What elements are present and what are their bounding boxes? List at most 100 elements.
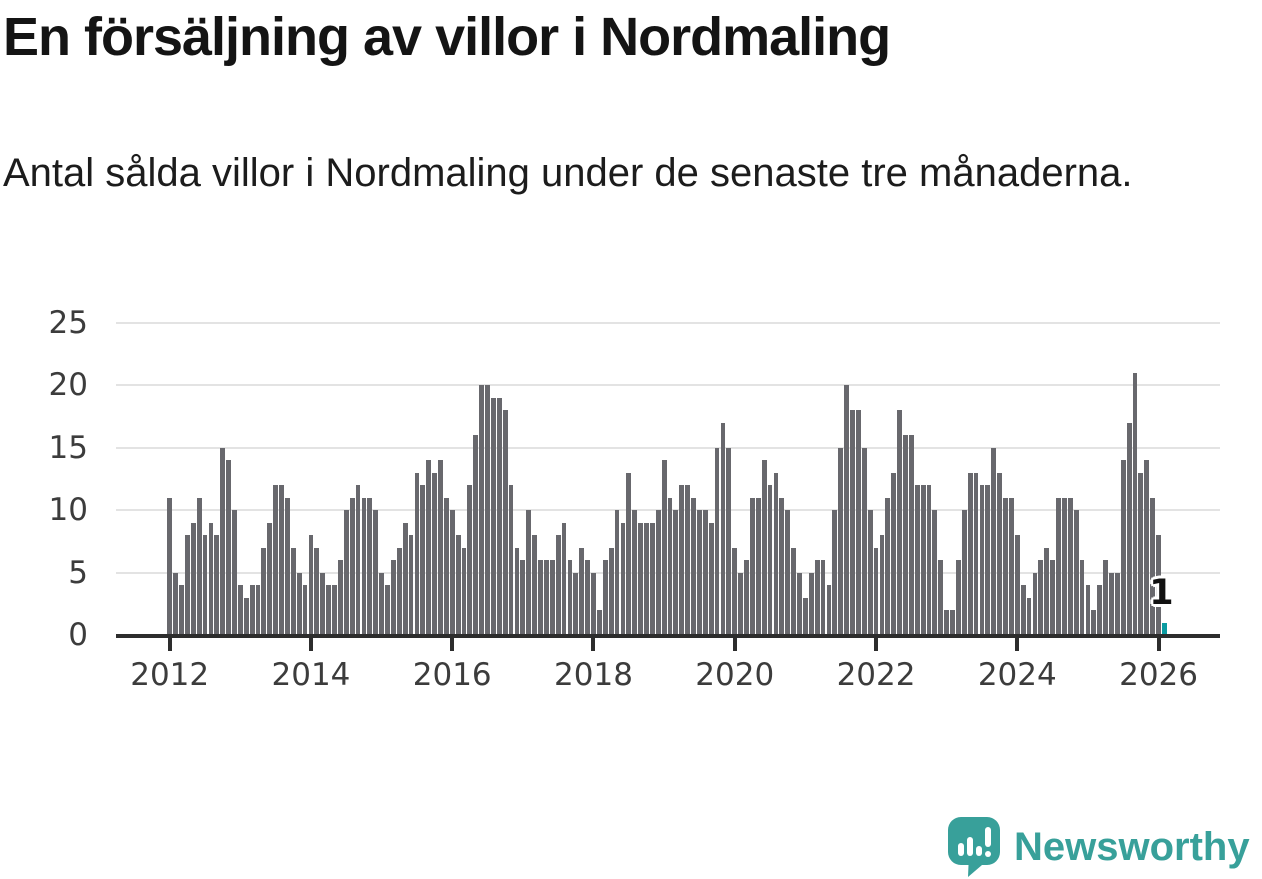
bar [479, 385, 485, 635]
chart-subtitle: Antal sålda villor i Nordmaling under de… [3, 151, 1133, 195]
bar [273, 485, 279, 635]
bar [538, 560, 543, 635]
bar [779, 497, 785, 635]
x-axis-tick-label: 2022 [836, 657, 916, 693]
bar [1044, 547, 1050, 635]
bar [491, 397, 496, 635]
x-axis-tick-label: 2024 [977, 657, 1057, 693]
bar [802, 597, 808, 635]
bar [449, 510, 455, 635]
bar [226, 460, 231, 635]
bar [232, 510, 237, 635]
newsworthy-logo-text: Newsworthy [1014, 824, 1250, 869]
x-axis-tick-label: 2020 [695, 657, 775, 693]
bar [785, 510, 791, 635]
bar [967, 472, 973, 635]
bar [1097, 585, 1103, 635]
bar [1056, 497, 1061, 635]
bar [179, 585, 184, 635]
bar [514, 547, 520, 635]
bar [750, 497, 755, 635]
newsworthy-logo: Newsworthy [948, 817, 1250, 877]
bar [726, 447, 732, 635]
bar [1038, 560, 1044, 635]
bar [532, 535, 538, 635]
y-axis-tick-label: 15 [48, 429, 88, 466]
bar [985, 485, 991, 635]
bar [467, 485, 473, 635]
bar [561, 522, 567, 635]
bar [732, 547, 738, 635]
x-axis-tickmark [308, 638, 313, 651]
bar [826, 585, 832, 635]
bar [655, 510, 661, 635]
last-bar-value-label: 1 [1149, 572, 1174, 613]
bar [1026, 597, 1032, 635]
bar [337, 560, 343, 635]
bar [420, 485, 426, 635]
bar [502, 410, 508, 635]
x-axis-tick-label: 2026 [1119, 657, 1198, 693]
bar [1073, 510, 1079, 635]
bar [496, 397, 502, 635]
bar [555, 535, 561, 635]
bar [1079, 560, 1085, 635]
bar [190, 522, 196, 635]
bar [1144, 460, 1150, 635]
bar [1008, 497, 1014, 635]
bar [679, 485, 685, 635]
bar [167, 497, 173, 635]
bar [714, 447, 720, 635]
bar [596, 610, 602, 635]
bar [1003, 497, 1008, 635]
bar [308, 535, 314, 635]
y-axis-tick-label: 0 [68, 617, 88, 653]
bar [914, 485, 920, 635]
bar [508, 485, 514, 635]
bar [908, 435, 914, 635]
bar [279, 485, 284, 635]
bar [414, 472, 420, 635]
bar [314, 547, 320, 635]
x-axis-tick-label: 2014 [271, 657, 351, 693]
bar [961, 510, 967, 635]
x-axis-baseline [116, 634, 1220, 638]
y-axis-tick-label: 25 [48, 305, 88, 341]
bar [932, 510, 938, 635]
bar [579, 547, 585, 635]
bar [626, 472, 632, 635]
bar [761, 460, 767, 635]
bar [349, 497, 355, 635]
bar [173, 572, 178, 635]
bar [873, 547, 879, 635]
x-axis-tickmark [591, 638, 596, 651]
bar [850, 410, 855, 635]
bar [443, 497, 449, 635]
bar [255, 585, 261, 635]
bar [184, 535, 190, 635]
bar [1050, 560, 1055, 635]
bar [744, 560, 749, 635]
bar [1091, 610, 1097, 635]
bar [891, 472, 897, 635]
bar [1109, 572, 1114, 635]
bar [991, 447, 997, 635]
bar [261, 547, 267, 635]
bar [396, 547, 402, 635]
bar [343, 510, 349, 635]
bar [644, 522, 649, 635]
y-axis-tick-label: 5 [68, 554, 88, 591]
x-axis-tickmark [732, 638, 737, 651]
bar [243, 597, 249, 635]
bar [950, 610, 955, 635]
gridline [116, 384, 1220, 387]
bar [897, 410, 902, 635]
bar [755, 497, 761, 635]
bar [249, 585, 255, 635]
x-axis-tickmark [874, 638, 879, 651]
bar [549, 560, 555, 635]
bar [237, 585, 243, 635]
bar [1014, 535, 1020, 635]
